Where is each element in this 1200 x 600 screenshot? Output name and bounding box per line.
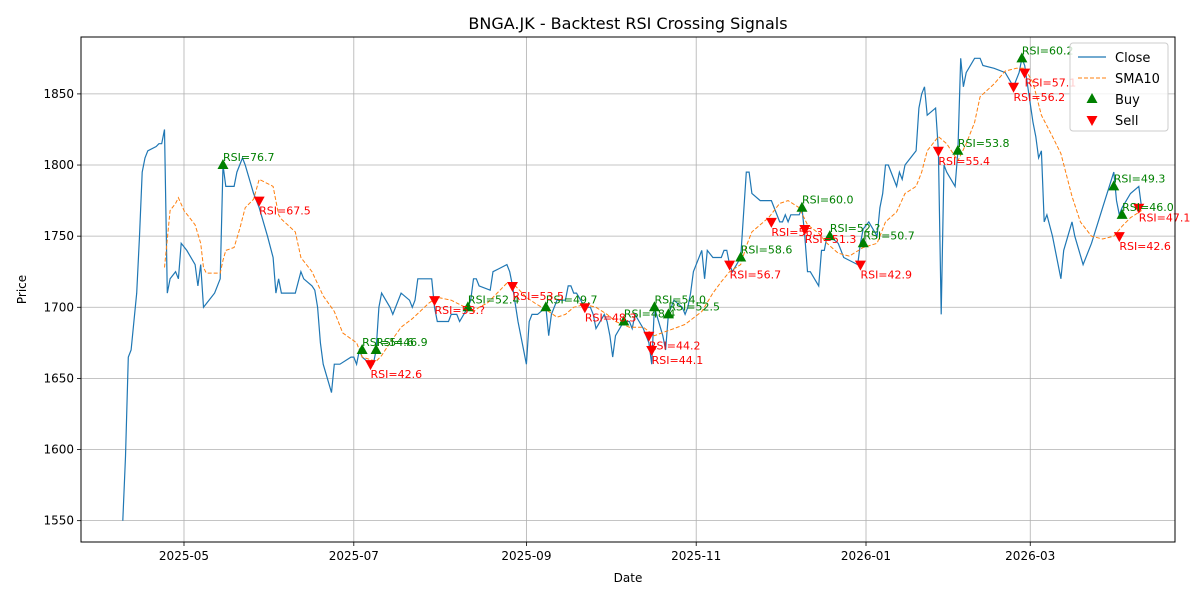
sell-marker bbox=[1008, 82, 1020, 93]
x-axis-title: Date bbox=[614, 571, 643, 585]
buy-annotation: RSI=49.7 bbox=[546, 293, 598, 306]
sell-marker bbox=[1113, 232, 1125, 243]
buy-marker bbox=[857, 237, 869, 248]
x-tick-label: 2026-01 bbox=[841, 549, 891, 563]
sell-annotation: RSI=44.1 bbox=[652, 354, 704, 367]
buy-annotation: RSI=76.7 bbox=[223, 151, 275, 164]
axes: 2025-05 2025-07 2025-09 2025-11 2026-01 2026-… bbox=[43, 87, 1055, 563]
sell-annotation: RSI=56.2 bbox=[1014, 91, 1066, 104]
legend: Close SMA10 Buy Sell bbox=[1069, 42, 1169, 132]
sell-annotation: RSI=44.2 bbox=[649, 340, 701, 353]
buy-annotation: RSI=54.6 bbox=[362, 336, 414, 349]
sell-annotation: RSI=47.1 bbox=[1139, 212, 1191, 225]
buy-marker bbox=[370, 343, 382, 354]
y-tick-label: 1750 bbox=[43, 229, 74, 243]
sell-annotation: RSI=48.3 bbox=[585, 311, 637, 324]
sell-marker bbox=[765, 217, 777, 228]
y-axis-title: Price bbox=[15, 275, 29, 304]
sell-annotation: RSI=53.5 bbox=[512, 290, 564, 303]
buy-annotation: RSI=54.0 bbox=[654, 293, 706, 306]
y-tick-label: 1700 bbox=[43, 300, 74, 314]
y-tick-label: 1650 bbox=[43, 371, 74, 385]
buy-marker bbox=[952, 144, 964, 155]
buy-annotation: RSI=52.? bbox=[830, 222, 881, 235]
sell-marker bbox=[1133, 203, 1145, 214]
buy-marker bbox=[217, 159, 229, 170]
buy-marker bbox=[462, 301, 474, 312]
sell-annotation: RSI=53.? bbox=[435, 304, 486, 317]
signal-markers bbox=[217, 52, 1145, 371]
sell-marker bbox=[643, 331, 655, 342]
sell-annotation: RSI=56.3 bbox=[771, 226, 823, 239]
legend-sell-swatch bbox=[1086, 116, 1098, 126]
sell-marker bbox=[365, 360, 377, 371]
x-tick-label: 2025-09 bbox=[501, 549, 551, 563]
legend-label: Sell bbox=[1115, 114, 1138, 129]
legend-label: Close bbox=[1115, 51, 1150, 66]
buy-marker bbox=[1108, 180, 1120, 191]
buy-marker bbox=[1016, 52, 1028, 63]
buy-annotation: RSI=52.4 bbox=[468, 293, 520, 306]
sell-annotation: RSI=42.9 bbox=[860, 269, 912, 282]
chart-title: BNGA.JK - Backtest RSI Crossing Signals bbox=[468, 14, 787, 33]
plot-frame bbox=[80, 36, 1176, 543]
buy-annotation: RSI=46.9 bbox=[376, 336, 428, 349]
buy-marker bbox=[618, 315, 630, 326]
legend-box bbox=[1069, 42, 1169, 132]
sell-annotation: RSI=57.1 bbox=[1025, 77, 1077, 90]
buy-marker bbox=[824, 230, 836, 241]
grid bbox=[81, 37, 1175, 542]
buy-annotation: RSI=53.8 bbox=[958, 137, 1010, 150]
sell-marker bbox=[854, 260, 866, 271]
legend-label: SMA10 bbox=[1115, 72, 1160, 87]
x-tick-label: 2026-03 bbox=[1005, 549, 1055, 563]
buy-annotation: RSI=60.2 bbox=[1022, 44, 1074, 57]
sell-marker bbox=[724, 260, 736, 271]
y-tick-label: 1550 bbox=[43, 514, 74, 528]
sell-marker bbox=[932, 146, 944, 157]
sell-annotation: RSI=51.3 bbox=[805, 233, 857, 246]
sell-annotation: RSI=42.6 bbox=[371, 368, 423, 381]
sell-marker bbox=[799, 225, 811, 236]
buy-marker bbox=[356, 343, 368, 354]
sell-marker bbox=[1019, 68, 1031, 79]
legend-label: Buy bbox=[1115, 93, 1140, 108]
x-tick-label: 2025-07 bbox=[329, 549, 379, 563]
buy-annotation: RSI=52.5 bbox=[668, 300, 720, 313]
buy-marker bbox=[1116, 208, 1128, 219]
sell-annotation: RSI=42.6 bbox=[1119, 240, 1171, 253]
buy-annotation: RSI=60.0 bbox=[802, 194, 854, 207]
sell-marker bbox=[646, 345, 658, 356]
sell-marker bbox=[579, 303, 591, 314]
y-tick-label: 1850 bbox=[43, 87, 74, 101]
buy-annotation: RSI=48.4 bbox=[624, 308, 676, 321]
buy-marker bbox=[648, 301, 660, 312]
buy-marker bbox=[540, 301, 552, 312]
sell-marker bbox=[506, 281, 518, 292]
y-tick-label: 1800 bbox=[43, 158, 74, 172]
y-tick-label: 1600 bbox=[43, 443, 74, 457]
x-tick-label: 2025-05 bbox=[159, 549, 209, 563]
buy-annotation: RSI=50.7 bbox=[863, 229, 915, 242]
sell-annotation: RSI=67.5 bbox=[259, 205, 311, 218]
sell-marker bbox=[429, 296, 441, 307]
legend-buy-swatch bbox=[1086, 93, 1098, 103]
sell-marker bbox=[253, 196, 265, 207]
buy-marker bbox=[662, 308, 674, 319]
sell-annotation: RSI=56.7 bbox=[730, 269, 782, 282]
buy-annotation: RSI=46.0 bbox=[1122, 201, 1174, 214]
buy-marker bbox=[735, 251, 747, 262]
buy-annotation: RSI=58.6 bbox=[741, 243, 793, 256]
buy-marker bbox=[796, 201, 808, 212]
sell-annotation: RSI=55.4 bbox=[938, 155, 990, 168]
buy-annotation: RSI=49.3 bbox=[1114, 172, 1166, 185]
x-tick-label: 2025-11 bbox=[671, 549, 721, 563]
